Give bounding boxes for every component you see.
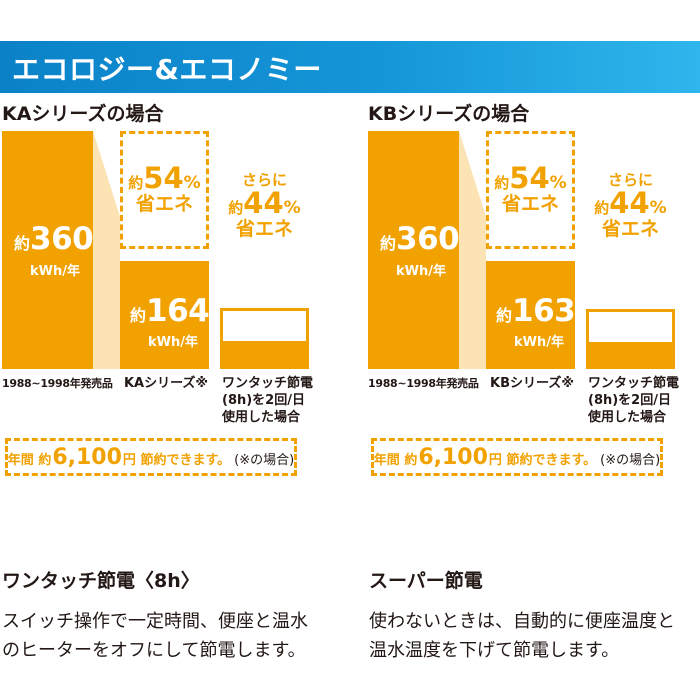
bar-series: 約163 kWh/年 [486,261,576,369]
bar-baseline: 約360 kWh/年 [368,131,460,369]
annual-savings-box: 年間 約 6,100 円 節約できます。 (※の場合) [371,438,663,476]
category-label-baseline: 1988~1998年発売品 [368,377,479,390]
bar-option [220,308,309,369]
bar-option [586,309,675,369]
savings-dashed-box [120,131,209,249]
series-unit: kWh/年 [514,335,564,350]
feature-description: 使わないときは、自動的に便座温度と 温水温度を下げて節電します。 [369,611,675,661]
series-unit: kWh/年 [148,335,198,350]
savings-dashed-box [486,131,575,249]
bar-series: 約164 kWh/年 [120,261,210,369]
baseline-value-label: 約360 [380,221,460,257]
option-bar-outline [220,308,309,344]
series-value-label: 約163 [496,293,576,329]
chart-panel-kb: KBシリーズの場合 約360 kWh/年 約54% 省エネ 約163 kWh/年… [366,93,696,483]
savings-option-label: さらに 約44% 省エネ [594,171,667,240]
feature-super-saving: スーパー節電 使わないときは、自動的に便座温度と 温水温度を下げて節電します。 [369,566,700,665]
title-banner: エコロジー&エコノミー [0,41,700,93]
feature-one-touch-saving: ワンタッチ節電〈8h〉 スイッチ操作で一定時間、便座と温水 のヒーターをオフにし… [2,566,342,665]
savings-option-label: さらに 約44% 省エネ [228,171,301,240]
feature-title: スーパー節電 [369,570,483,592]
annual-savings-box: 年間 約 6,100 円 節約できます。 (※の場合) [5,438,297,476]
feature-title: ワンタッチ節電〈8h〉 [2,570,200,592]
baseline-value-label: 約360 [14,221,94,257]
panel-title: KAシリーズの場合 [2,103,164,125]
savings-series-label: 約54% 省エネ [494,161,567,215]
category-label-baseline: 1988~1998年発売品 [2,377,113,390]
baseline-unit: kWh/年 [396,264,446,279]
category-label-option: ワンタッチ節電 (8h)を2回/日 使用した場合 [588,376,680,425]
baseline-unit: kWh/年 [30,264,80,279]
option-bar-outline [586,309,675,345]
series-value-label: 約164 [130,293,210,329]
bar-baseline: 約360 kWh/年 [2,131,94,369]
banner-title: エコロジー&エコノミー [12,53,322,86]
reduction-taper [459,131,486,369]
reduction-taper [93,131,120,369]
savings-series-label: 約54% 省エネ [128,161,201,215]
category-label-series: KAシリーズ※ [123,376,209,391]
category-label-option: ワンタッチ節電 (8h)を2回/日 使用した場合 [222,376,314,425]
feature-description: スイッチ操作で一定時間、便座と温水 のヒーターをオフにして節電します。 [2,611,308,661]
category-label-series: KBシリーズ※ [490,376,574,391]
panel-title: KBシリーズの場合 [368,103,530,125]
chart-panel-ka: KAシリーズの場合 約360 kWh/年 約54% 省エネ 約164 kWh/年… [0,93,330,483]
